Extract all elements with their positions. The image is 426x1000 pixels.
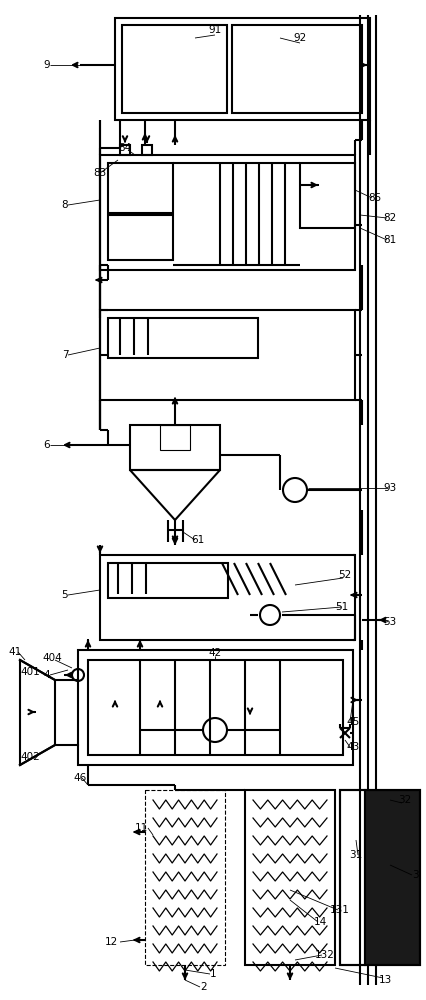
Bar [122,25,227,113]
Bar [299,163,354,228]
Text: 14: 14 [313,917,326,927]
Text: 93: 93 [383,483,396,493]
Text: 92: 92 [293,33,306,43]
Bar [108,215,173,260]
Text: 43: 43 [345,742,359,752]
Bar [100,555,354,640]
Text: 12: 12 [104,937,118,947]
Text: 46: 46 [73,773,86,783]
Bar [160,425,190,450]
Bar [339,790,419,965]
Text: 31: 31 [348,850,362,860]
Text: 32: 32 [397,795,411,805]
Bar [100,155,354,270]
Text: 61: 61 [191,535,204,545]
Text: 3: 3 [411,870,417,880]
Bar [364,790,419,965]
Bar [100,310,354,400]
Bar [142,145,152,155]
Text: 51: 51 [334,602,348,612]
Text: 81: 81 [383,235,396,245]
Text: 84: 84 [118,143,131,153]
Text: 2: 2 [199,982,206,992]
Bar [145,790,225,965]
Text: 404: 404 [42,653,62,663]
Text: 132: 132 [314,950,334,960]
Text: 91: 91 [208,25,221,35]
Text: 82: 82 [383,213,396,223]
Text: 83: 83 [93,168,106,178]
Text: 85: 85 [368,193,381,203]
Text: 11: 11 [135,823,148,833]
Bar [130,425,219,470]
Text: 5: 5 [61,590,68,600]
Bar [78,650,352,765]
Text: 52: 52 [337,570,351,580]
Bar [108,163,173,213]
Text: 401: 401 [20,667,40,677]
Text: 53: 53 [383,617,396,627]
Bar [88,660,342,755]
Text: 13: 13 [377,975,391,985]
Text: 42: 42 [208,648,221,658]
Text: 4: 4 [43,670,50,680]
Text: 45: 45 [345,717,359,727]
Text: 402: 402 [20,752,40,762]
Text: 8: 8 [61,200,68,210]
Text: 9: 9 [43,60,50,70]
Bar [120,145,130,155]
Bar [231,25,361,113]
Bar [115,18,369,120]
Bar [339,790,364,965]
Text: 1: 1 [210,969,216,979]
Text: 6: 6 [43,440,50,450]
Text: 7: 7 [61,350,68,360]
Bar [108,563,227,598]
Text: 41: 41 [9,647,22,657]
Text: 131: 131 [329,905,349,915]
Bar [245,790,334,965]
Bar [108,318,257,358]
